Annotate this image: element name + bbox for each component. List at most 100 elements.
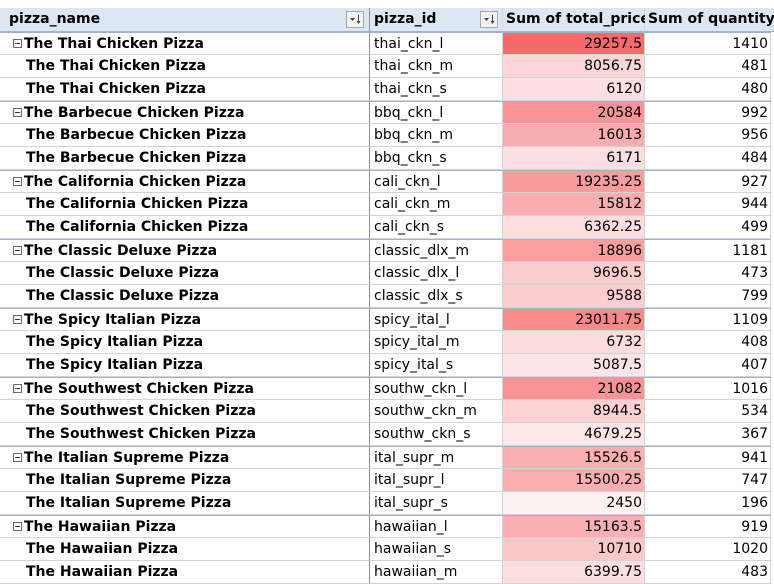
pizza-name-cell[interactable]: The Thai Chicken Pizza [0,32,370,55]
pizza-id-cell[interactable]: southw_ckn_m [370,400,503,423]
total-price-cell[interactable]: 2450 [503,492,645,515]
quantity-cell[interactable]: 941 [645,446,771,469]
pizza-id-cell[interactable]: bbq_ckn_l [370,101,503,124]
quantity-cell[interactable]: 408 [645,331,771,354]
collapse-icon[interactable] [13,39,22,48]
pizza-id-cell[interactable]: classic_dlx_s [370,285,503,308]
pizza-id-cell[interactable]: spicy_ital_s [370,354,503,377]
pizza-id-cell[interactable]: hawaiian_l [370,515,503,538]
total-price-cell[interactable]: 20584 [503,101,645,124]
pizza-name-cell[interactable]: The Hawaiian Pizza [0,515,370,538]
pizza-id-cell[interactable]: southw_ckn_l [370,377,503,400]
pizza-id-cell[interactable]: cali_ckn_l [370,170,503,193]
quantity-cell[interactable]: 483 [645,561,771,584]
quantity-cell[interactable]: 196 [645,492,771,515]
quantity-cell[interactable]: 919 [645,515,771,538]
quantity-cell[interactable]: 534 [645,400,771,423]
total-price-cell[interactable]: 8056.75 [503,55,645,78]
total-price-cell[interactable]: 10710 [503,538,645,561]
total-price-cell[interactable]: 15163.5 [503,515,645,538]
total-price-cell[interactable]: 6362.25 [503,216,645,239]
total-price-cell[interactable]: 6120 [503,78,645,101]
collapse-icon[interactable] [13,384,22,393]
pizza-id-cell[interactable]: ital_supr_l [370,469,503,492]
total-price-cell[interactable]: 16013 [503,124,645,147]
pizza-name-cell[interactable]: The California Chicken Pizza [0,193,370,216]
pizza-name-cell[interactable]: The California Chicken Pizza [0,170,370,193]
pizza-id-cell[interactable]: thai_ckn_m [370,55,503,78]
pizza-name-cell[interactable]: The Barbecue Chicken Pizza [0,124,370,147]
pizza-name-cell[interactable]: The Spicy Italian Pizza [0,354,370,377]
quantity-cell[interactable]: 481 [645,55,771,78]
pizza-id-cell[interactable]: ital_supr_m [370,446,503,469]
pizza-id-cell[interactable]: thai_ckn_l [370,32,503,55]
quantity-cell[interactable]: 1020 [645,538,771,561]
pizza-name-cell[interactable]: The Spicy Italian Pizza [0,308,370,331]
total-price-cell[interactable]: 6399.75 [503,561,645,584]
pizza-id-cell[interactable]: classic_dlx_m [370,239,503,262]
pizza-id-filter-button[interactable] [480,11,498,28]
collapse-icon[interactable] [13,246,22,255]
header-quantity[interactable]: Sum of quantity [645,8,774,32]
pizza-id-cell[interactable]: southw_ckn_s [370,423,503,446]
total-price-cell[interactable]: 5087.5 [503,354,645,377]
collapse-icon[interactable] [13,522,22,531]
quantity-cell[interactable]: 367 [645,423,771,446]
quantity-cell[interactable]: 480 [645,78,771,101]
total-price-cell[interactable]: 15812 [503,193,645,216]
pizza-id-cell[interactable]: cali_ckn_s [370,216,503,239]
header-pizza-id[interactable]: pizza_id [370,8,503,32]
pizza-name-cell[interactable]: The Barbecue Chicken Pizza [0,101,370,124]
pizza-id-cell[interactable]: hawaiian_m [370,561,503,584]
total-price-cell[interactable]: 19235.25 [503,170,645,193]
pizza-name-cell[interactable]: The Classic Deluxe Pizza [0,239,370,262]
quantity-cell[interactable]: 473 [645,262,771,285]
pizza-name-cell[interactable]: The Thai Chicken Pizza [0,55,370,78]
quantity-cell[interactable]: 407 [645,354,771,377]
quantity-cell[interactable]: 927 [645,170,771,193]
collapse-icon[interactable] [13,108,22,117]
total-price-cell[interactable]: 29257.5 [503,32,645,55]
pizza-name-cell[interactable]: The Southwest Chicken Pizza [0,400,370,423]
quantity-cell[interactable]: 1016 [645,377,771,400]
pizza-id-cell[interactable]: thai_ckn_s [370,78,503,101]
pizza-name-cell[interactable]: The Classic Deluxe Pizza [0,262,370,285]
quantity-cell[interactable]: 944 [645,193,771,216]
pizza-name-cell[interactable]: The Italian Supreme Pizza [0,446,370,469]
pizza-name-cell[interactable]: The Italian Supreme Pizza [0,492,370,515]
pizza-name-cell[interactable]: The Southwest Chicken Pizza [0,423,370,446]
quantity-cell[interactable]: 499 [645,216,771,239]
total-price-cell[interactable]: 6732 [503,331,645,354]
pizza-id-cell[interactable]: ital_supr_s [370,492,503,515]
collapse-icon[interactable] [13,453,22,462]
pizza-name-cell[interactable]: The Southwest Chicken Pizza [0,377,370,400]
pizza-id-cell[interactable]: classic_dlx_l [370,262,503,285]
pizza-id-cell[interactable]: spicy_ital_l [370,308,503,331]
pizza-name-cell[interactable]: The Spicy Italian Pizza [0,331,370,354]
quantity-cell[interactable]: 956 [645,124,771,147]
pizza-name-cell[interactable]: The California Chicken Pizza [0,216,370,239]
pizza-id-cell[interactable]: hawaiian_s [370,538,503,561]
pizza-name-cell[interactable]: The Italian Supreme Pizza [0,469,370,492]
collapse-icon[interactable] [13,177,22,186]
pizza-id-cell[interactable]: bbq_ckn_m [370,124,503,147]
collapse-icon[interactable] [13,315,22,324]
pizza-name-cell[interactable]: The Thai Chicken Pizza [0,78,370,101]
quantity-cell[interactable]: 992 [645,101,771,124]
pizza-name-cell[interactable]: The Hawaiian Pizza [0,538,370,561]
total-price-cell[interactable]: 9696.5 [503,262,645,285]
total-price-cell[interactable]: 6171 [503,147,645,170]
total-price-cell[interactable]: 9588 [503,285,645,308]
total-price-cell[interactable]: 18896 [503,239,645,262]
pizza-id-cell[interactable]: cali_ckn_m [370,193,503,216]
pizza-name-cell[interactable]: The Classic Deluxe Pizza [0,285,370,308]
header-pizza-name[interactable]: pizza_name [0,8,370,32]
pizza-id-cell[interactable]: spicy_ital_m [370,331,503,354]
total-price-cell[interactable]: 15526.5 [503,446,645,469]
total-price-cell[interactable]: 23011.75 [503,308,645,331]
quantity-cell[interactable]: 1109 [645,308,771,331]
quantity-cell[interactable]: 484 [645,147,771,170]
pizza-id-cell[interactable]: bbq_ckn_s [370,147,503,170]
total-price-cell[interactable]: 4679.25 [503,423,645,446]
header-total-price[interactable]: Sum of total_price [503,8,650,32]
